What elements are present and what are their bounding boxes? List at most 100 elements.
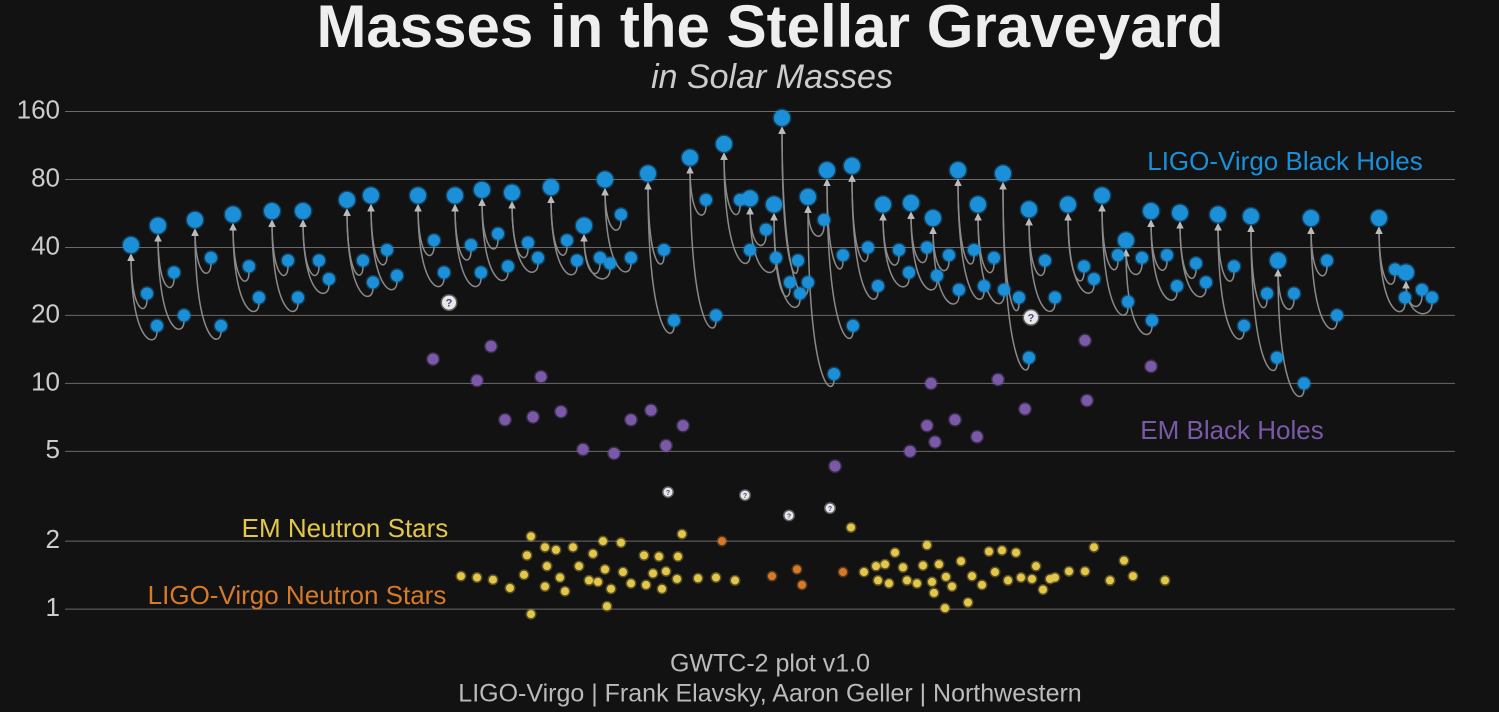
point bbox=[599, 563, 611, 575]
point bbox=[1116, 230, 1136, 250]
point bbox=[897, 561, 909, 573]
point bbox=[710, 572, 722, 584]
point bbox=[1268, 251, 1288, 271]
point bbox=[924, 376, 938, 391]
point bbox=[583, 574, 595, 586]
point bbox=[939, 602, 951, 614]
merger-arrow bbox=[879, 212, 910, 288]
point bbox=[605, 583, 617, 595]
point bbox=[587, 548, 599, 560]
point bbox=[1226, 258, 1242, 274]
point bbox=[891, 242, 907, 258]
point bbox=[559, 232, 575, 248]
merger-arrow bbox=[1025, 217, 1056, 312]
point bbox=[597, 535, 609, 547]
uncertain-label: ? bbox=[828, 506, 832, 513]
point bbox=[1144, 312, 1160, 328]
point bbox=[1011, 290, 1027, 306]
point bbox=[826, 366, 842, 382]
point bbox=[1058, 194, 1078, 214]
point bbox=[625, 577, 637, 589]
point bbox=[940, 571, 952, 583]
merger-arrow bbox=[1122, 248, 1153, 336]
point bbox=[870, 560, 882, 572]
y-tick-label: 10 bbox=[31, 366, 60, 396]
merger-arrow bbox=[954, 178, 985, 300]
point bbox=[792, 286, 808, 302]
point bbox=[729, 574, 741, 586]
uncertain-label: ? bbox=[666, 490, 670, 497]
point bbox=[470, 373, 484, 388]
point bbox=[1170, 203, 1190, 223]
point bbox=[574, 216, 594, 236]
point bbox=[1141, 201, 1161, 221]
y-tick-label: 20 bbox=[31, 298, 60, 328]
merger-arrow bbox=[127, 253, 158, 341]
point bbox=[858, 566, 870, 578]
point bbox=[148, 216, 168, 236]
point bbox=[1092, 185, 1112, 205]
point bbox=[662, 486, 674, 499]
point bbox=[241, 258, 257, 274]
point bbox=[962, 596, 974, 608]
point bbox=[355, 253, 371, 269]
point bbox=[1110, 247, 1126, 263]
point bbox=[213, 318, 229, 334]
point bbox=[262, 201, 282, 221]
point bbox=[917, 560, 929, 572]
point bbox=[653, 551, 665, 563]
point bbox=[504, 582, 516, 594]
point bbox=[280, 253, 296, 269]
point bbox=[1259, 286, 1275, 302]
point bbox=[828, 459, 842, 474]
point bbox=[445, 185, 465, 205]
point bbox=[1063, 565, 1075, 577]
y-tick-label: 40 bbox=[31, 230, 60, 260]
point bbox=[1296, 375, 1312, 391]
y-tick-label: 1 bbox=[46, 592, 60, 622]
merger-arrow bbox=[804, 205, 835, 388]
point bbox=[920, 418, 934, 433]
point bbox=[926, 576, 938, 588]
point bbox=[473, 264, 489, 280]
point bbox=[525, 608, 537, 620]
uncertain-label: ? bbox=[743, 493, 747, 500]
point bbox=[955, 555, 967, 567]
point bbox=[389, 268, 405, 284]
merger-arrow bbox=[770, 212, 801, 308]
merger-arrow bbox=[547, 195, 578, 276]
uncertain-label: ? bbox=[446, 297, 453, 309]
point bbox=[948, 412, 962, 427]
point bbox=[379, 242, 395, 258]
point bbox=[901, 574, 913, 586]
point bbox=[436, 264, 452, 280]
point bbox=[518, 569, 530, 581]
point bbox=[986, 250, 1002, 266]
point bbox=[1159, 247, 1175, 263]
point bbox=[714, 134, 734, 154]
merger-arrow bbox=[907, 211, 938, 291]
point bbox=[149, 318, 165, 334]
point bbox=[798, 187, 818, 207]
point bbox=[659, 438, 673, 453]
point bbox=[873, 194, 893, 214]
point bbox=[656, 242, 672, 258]
merger-arrow bbox=[508, 201, 539, 273]
point bbox=[520, 235, 536, 251]
point bbox=[1414, 282, 1430, 298]
point bbox=[1010, 547, 1022, 559]
point bbox=[740, 188, 760, 208]
point bbox=[1329, 307, 1345, 323]
point bbox=[901, 193, 921, 213]
point bbox=[983, 545, 995, 557]
y-tick-label: 80 bbox=[31, 162, 60, 192]
merger-arrow bbox=[778, 126, 809, 296]
point bbox=[1134, 250, 1150, 266]
point bbox=[139, 286, 155, 302]
point bbox=[870, 278, 886, 294]
point bbox=[768, 250, 784, 266]
merger-arrow bbox=[823, 178, 854, 340]
point bbox=[1076, 258, 1092, 274]
point bbox=[640, 579, 652, 591]
point bbox=[1120, 294, 1136, 310]
